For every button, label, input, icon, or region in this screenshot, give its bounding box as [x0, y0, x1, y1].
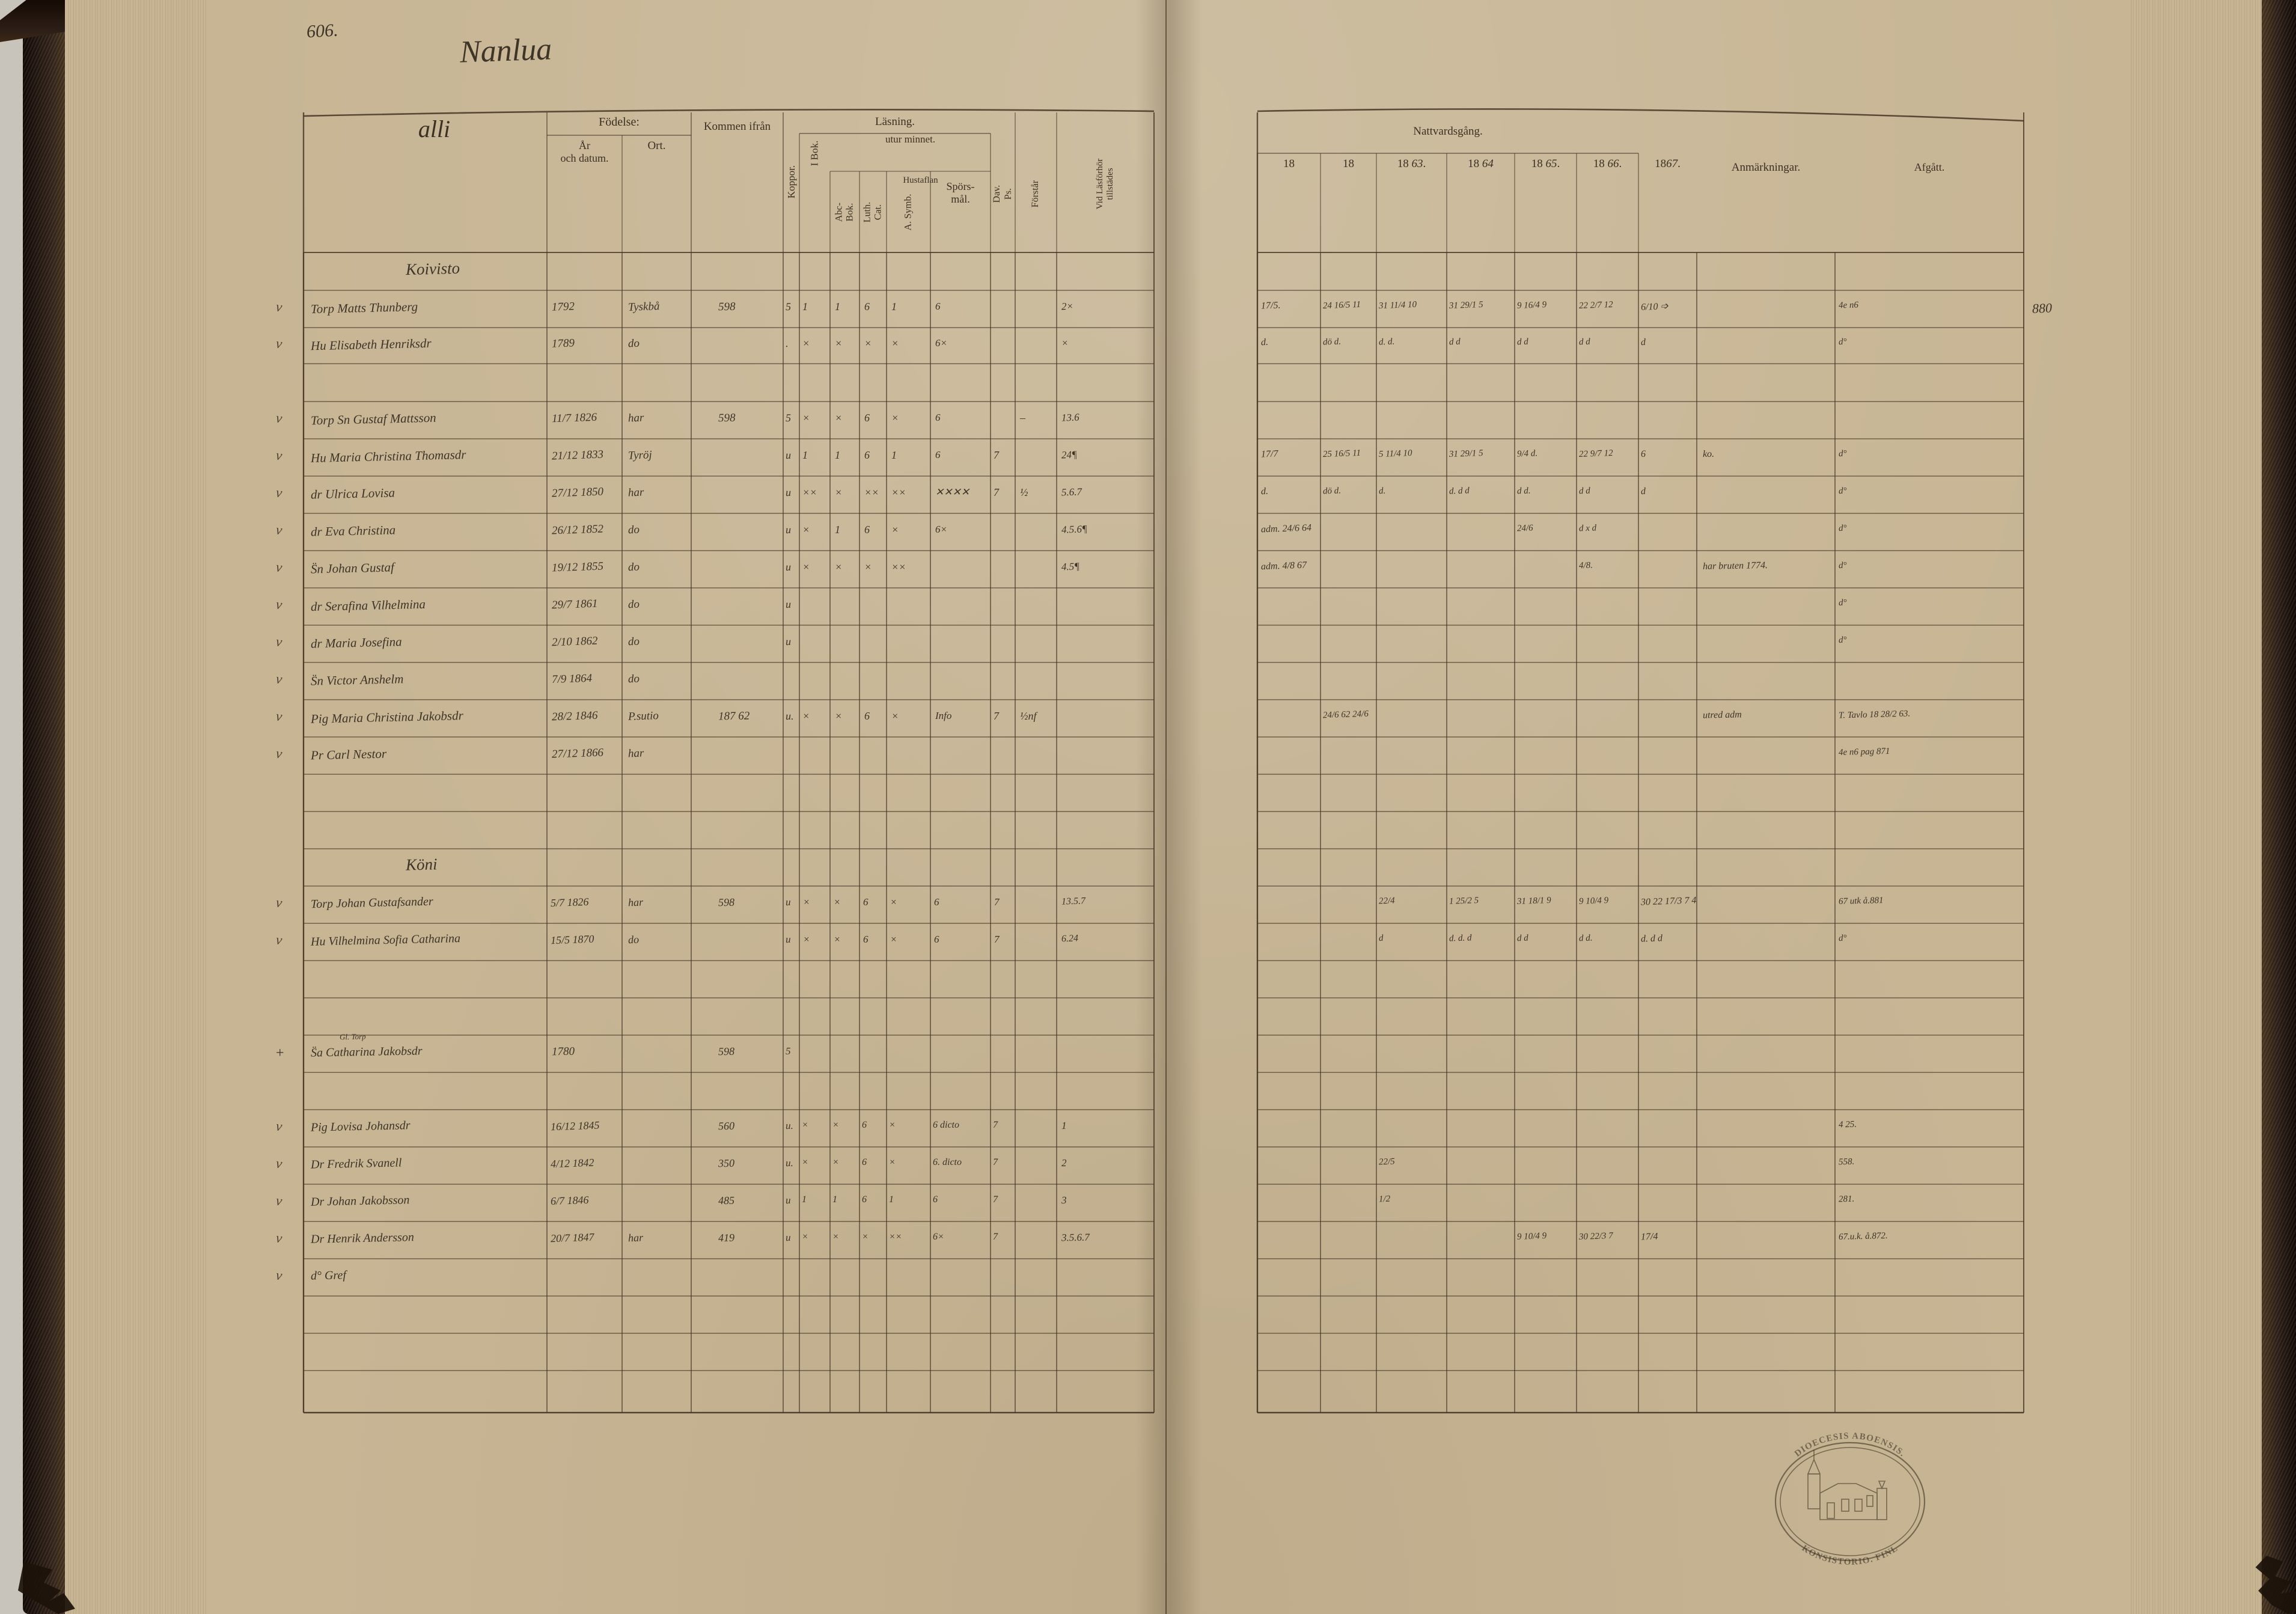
svg-text:DIOECESIS ABOENSIS.: DIOECESIS ABOENSIS.	[1793, 1431, 1907, 1459]
